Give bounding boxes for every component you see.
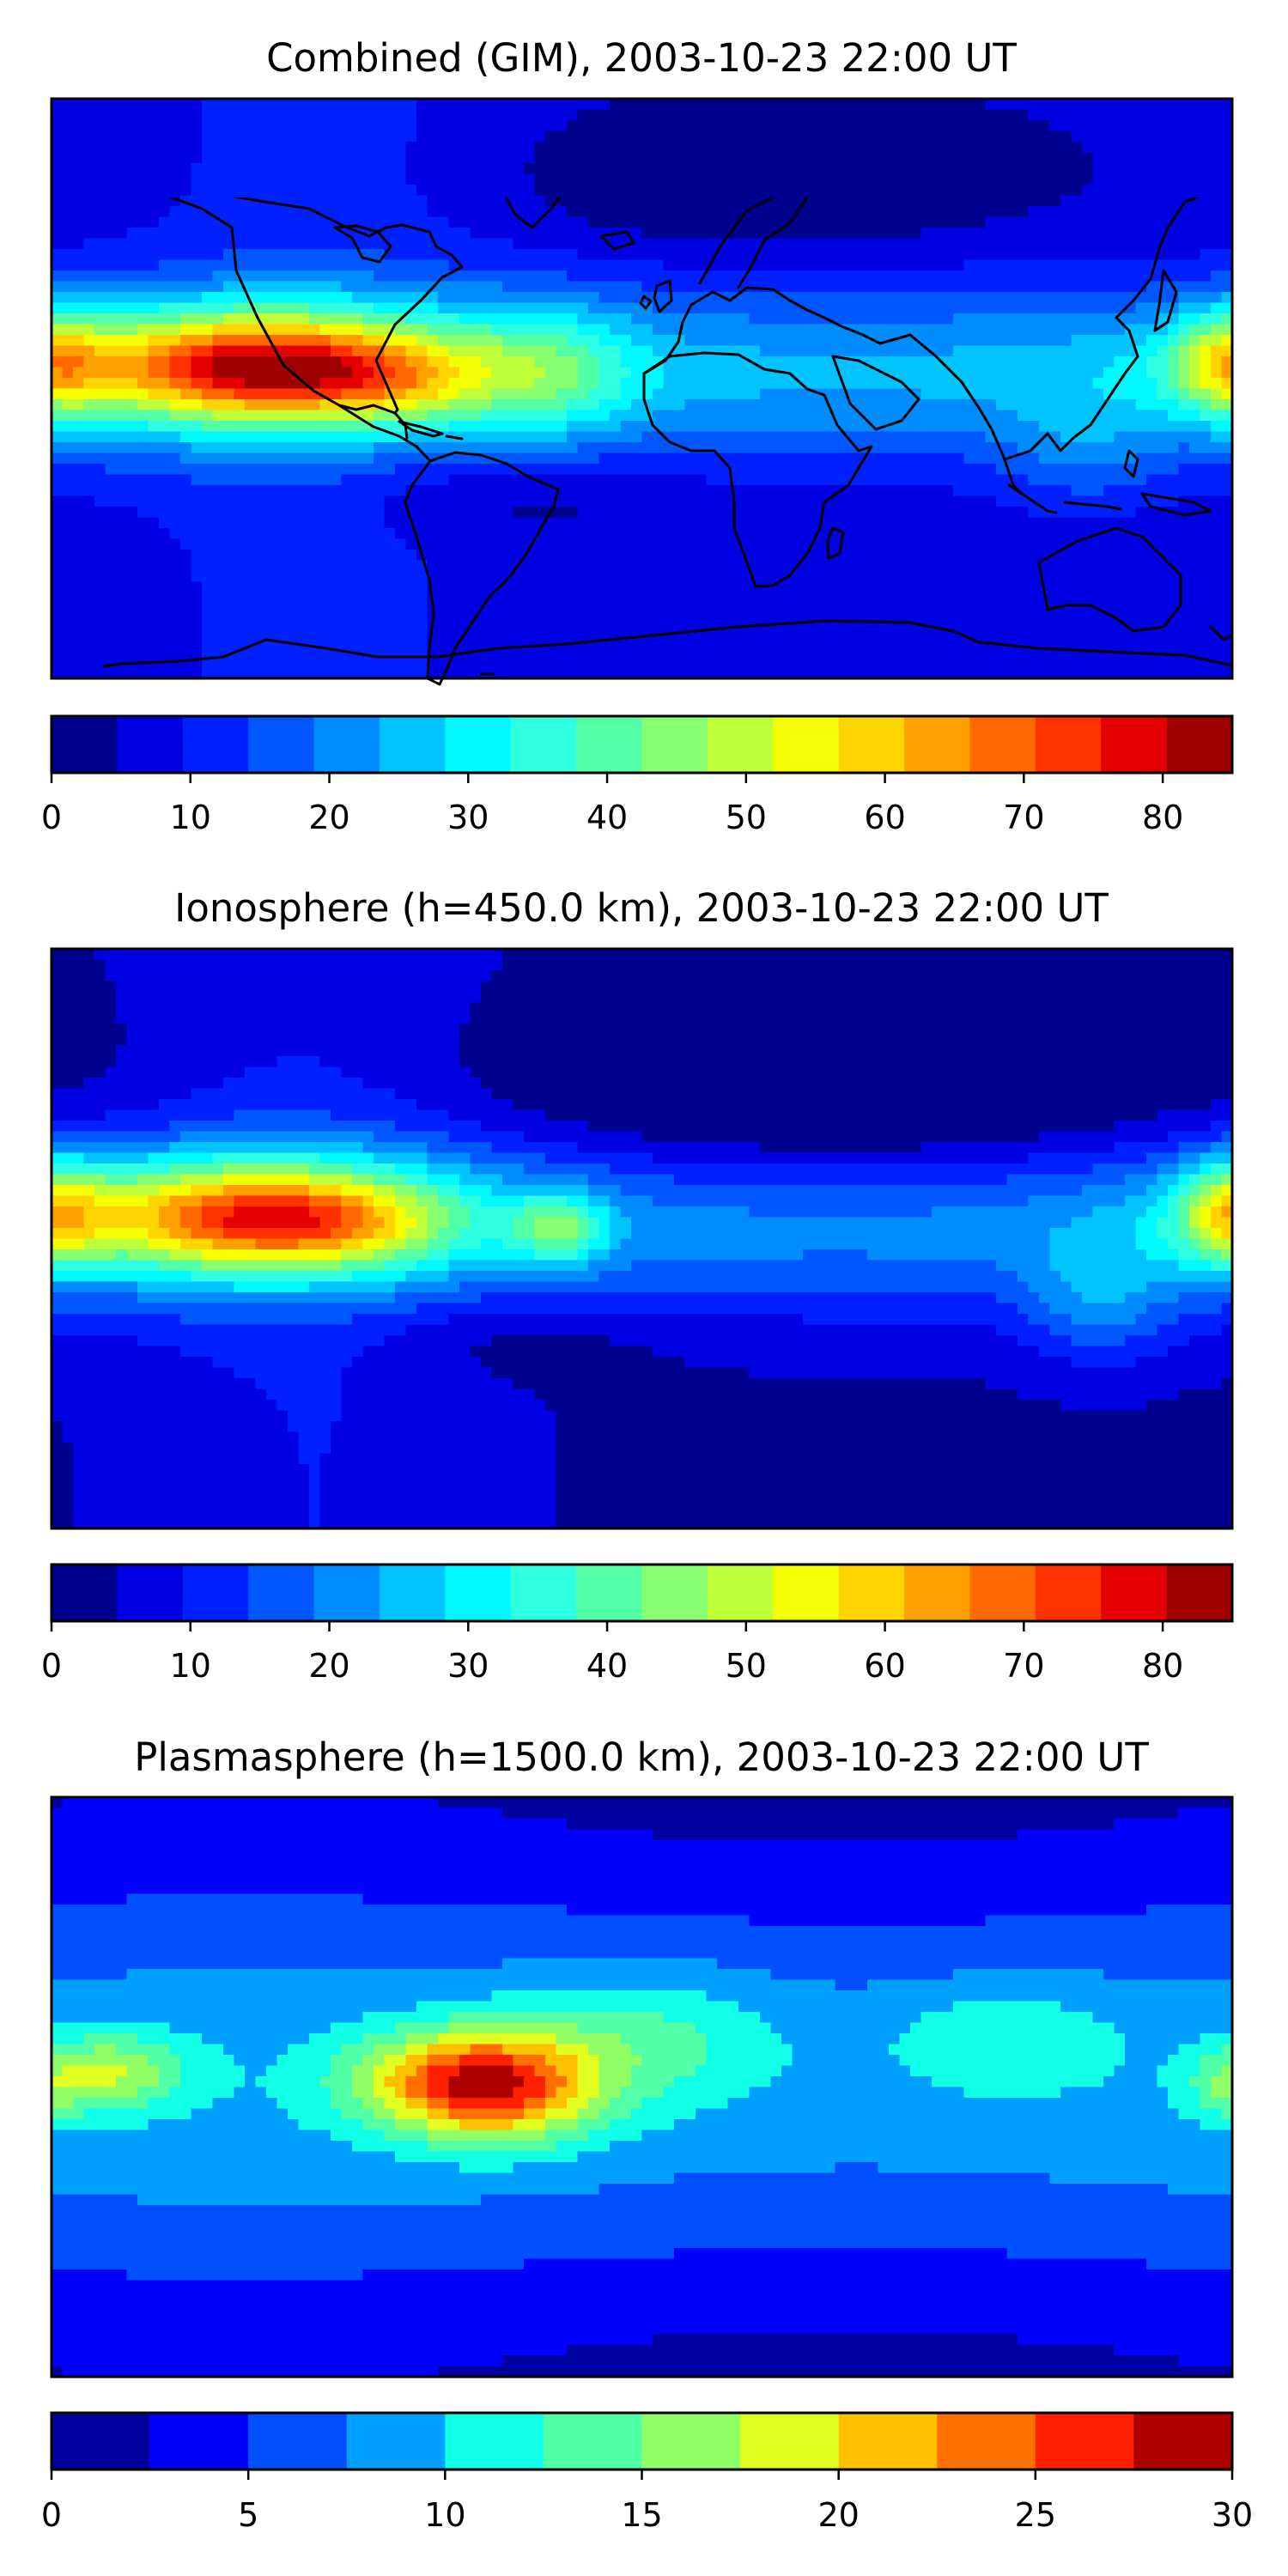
colorbar-segment	[379, 716, 446, 773]
panel-plasmasphere: Plasmasphere (h=1500.0 km), 2003-10-23 2…	[41, 1735, 1253, 2534]
colorbar-segment	[576, 1564, 642, 1621]
colorbar-segment	[740, 2413, 840, 2470]
colorbar-frame	[50, 714, 1234, 775]
colorbar-tick-label: 80	[1142, 799, 1183, 836]
colorbar-tick-label: 50	[726, 1647, 767, 1685]
colorbar-segment	[379, 1564, 446, 1621]
colorbar-ionosphere: 0 10 20 30 40 50 60 70 80	[41, 1563, 1234, 1685]
colorbar-segment	[510, 1564, 577, 1621]
colorbar-tick-label: 0	[41, 1647, 62, 1685]
colorbar-segment	[1166, 716, 1233, 773]
colorbar-segment	[641, 1564, 708, 1621]
panel-ionosphere: Ionosphere (h=450.0 km), 2003-10-23 22:0…	[41, 885, 1234, 1685]
map-frame-combined	[50, 97, 1234, 680]
colorbar-tick-label: 25	[1015, 2496, 1056, 2534]
colorbar-tick-label: 10	[170, 1647, 211, 1685]
colorbar-segment	[313, 1564, 380, 1621]
colorbar-segment	[182, 1564, 249, 1621]
map-field-ionosphere	[52, 949, 1232, 1528]
colorbar-segment	[576, 716, 642, 773]
colorbar-segment	[117, 716, 184, 773]
colorbar-tick-label: 0	[41, 799, 62, 836]
colorbar-segment	[346, 2413, 446, 2470]
colorbar-tick-label: 30	[447, 799, 489, 836]
colorbar-tick-label: 10	[424, 2496, 465, 2534]
colorbar-segment	[543, 2413, 642, 2470]
colorbar-plasmasphere: 0 5 10 15 20 25 30	[41, 2411, 1253, 2534]
colorbar-segment	[248, 716, 315, 773]
colorbar-segment	[445, 716, 512, 773]
colorbar-segment	[313, 716, 380, 773]
panel-title-combined: Combined (GIM), 2003-10-23 22:00 UT	[266, 35, 1017, 81]
colorbar-tick-label: 60	[864, 1647, 905, 1685]
colorbar-tick-label: 70	[1003, 1647, 1044, 1685]
colorbar-segment	[641, 716, 708, 773]
colorbar-segment	[248, 2413, 348, 2470]
colorbar-segment	[969, 716, 1036, 773]
colorbar-segment	[1101, 716, 1168, 773]
colorbar-tick-label: 60	[864, 799, 905, 836]
colorbar-segment	[149, 2413, 249, 2470]
colorbar-segment	[510, 716, 577, 773]
colorbar-tick-label: 50	[726, 799, 767, 836]
colorbar-segment	[904, 716, 970, 773]
colorbar-tick-label: 0	[41, 2496, 62, 2534]
colorbar-segment	[1035, 2413, 1134, 2470]
colorbar-combined: 0 10 20 30 40 50 60 70 80	[41, 714, 1234, 836]
colorbar-segment	[641, 2413, 741, 2470]
map-frame-ionosphere	[50, 947, 1234, 1530]
map-field-plasmasphere	[52, 1797, 1232, 2377]
colorbar-tick-label: 40	[586, 1647, 628, 1685]
colorbar-tick-label: 20	[308, 799, 349, 836]
colorbar-segment	[52, 716, 118, 773]
colorbar-tick-label: 5	[238, 2496, 258, 2534]
panel-combined: Combined (GIM), 2003-10-23 22:00 UT 0 10 2…	[41, 35, 1234, 836]
colorbar-segment	[707, 1564, 774, 1621]
colorbar-tick-label: 20	[817, 2496, 859, 2534]
colorbar-tick-label: 30	[447, 1647, 489, 1685]
colorbar-segment	[937, 2413, 1036, 2470]
colorbar-segment	[182, 716, 249, 773]
colorbar-tick-label: 15	[621, 2496, 662, 2534]
colorbar-segment	[445, 1564, 512, 1621]
colorbar-segment	[773, 716, 840, 773]
colorbar-tick-label: 30	[1212, 2496, 1253, 2534]
colorbar-segment	[707, 716, 774, 773]
colorbar-tick-label: 40	[586, 799, 628, 836]
colorbar-tick-label: 10	[170, 799, 211, 836]
colorbar-tick-label: 20	[308, 1647, 349, 1685]
map-field-combined	[52, 99, 1232, 678]
colorbar-segment	[904, 1564, 970, 1621]
map-frame-plasmasphere	[50, 1795, 1234, 2379]
colorbar-segment	[445, 2413, 544, 2470]
colorbar-segment	[1101, 1564, 1168, 1621]
colorbar-segment	[838, 2413, 938, 2470]
colorbar-segment	[1035, 1564, 1102, 1621]
colorbar-segment	[969, 1564, 1036, 1621]
colorbar-tick-label: 70	[1003, 799, 1044, 836]
colorbar-frame	[50, 1563, 1234, 1623]
colorbar-segment	[1035, 716, 1102, 773]
colorbar-segment	[117, 1564, 184, 1621]
panel-title-plasmasphere: Plasmasphere (h=1500.0 km), 2003-10-23 2…	[134, 1735, 1149, 1780]
colorbar-segment	[1133, 2413, 1233, 2470]
colorbar-segment	[1166, 1564, 1233, 1621]
colorbar-segment	[52, 2413, 151, 2470]
panel-title-ionosphere: Ionosphere (h=450.0 km), 2003-10-23 22:0…	[174, 885, 1109, 931]
colorbar-segment	[52, 1564, 118, 1621]
colorbar-segment	[838, 716, 905, 773]
colorbar-tick-label: 80	[1142, 1647, 1183, 1685]
colorbar-segment	[248, 1564, 315, 1621]
colorbar-segment	[773, 1564, 840, 1621]
colorbar-segment	[838, 1564, 905, 1621]
